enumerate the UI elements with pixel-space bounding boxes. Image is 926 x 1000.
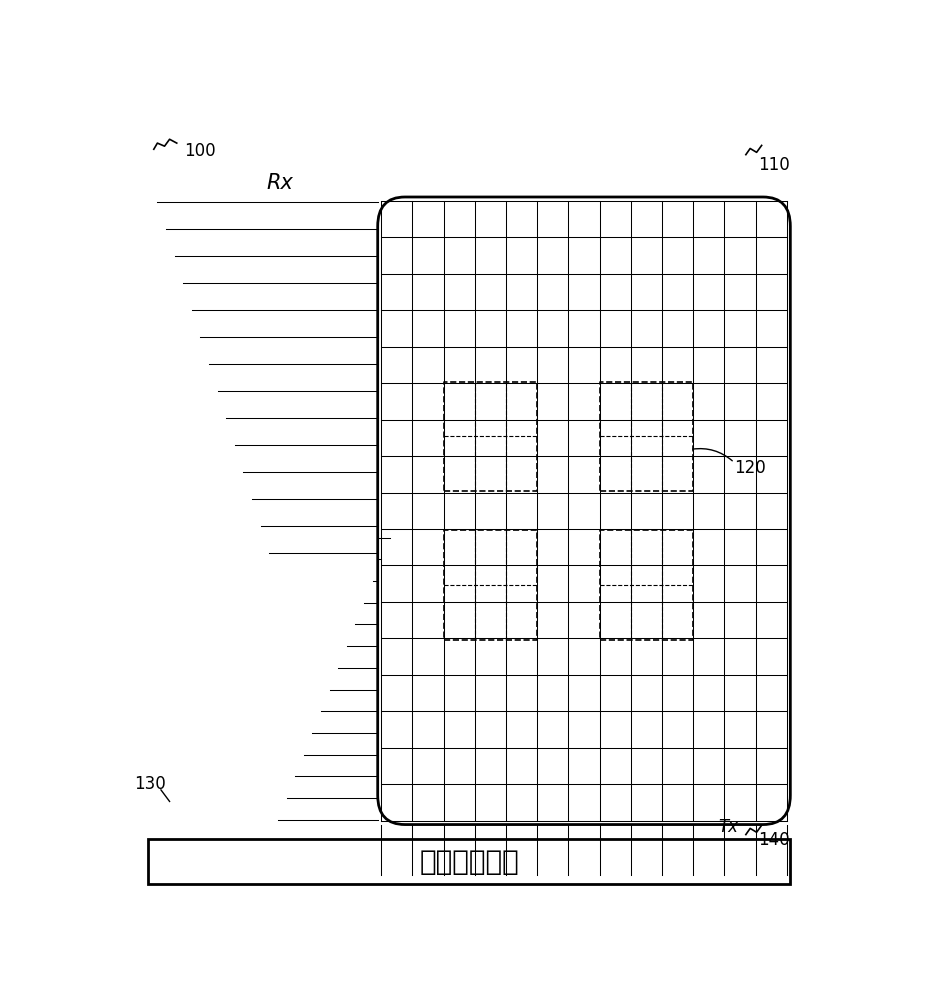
Text: 110: 110 <box>758 156 790 174</box>
Text: 130: 130 <box>133 775 166 793</box>
Text: 触控集成电路: 触控集成电路 <box>419 848 519 876</box>
Text: 120: 120 <box>734 459 766 477</box>
Text: Tx: Tx <box>719 818 739 836</box>
Bar <box>148 839 791 884</box>
Text: 140: 140 <box>758 831 790 849</box>
Text: Rx: Rx <box>267 173 294 193</box>
Text: 100: 100 <box>184 142 216 160</box>
